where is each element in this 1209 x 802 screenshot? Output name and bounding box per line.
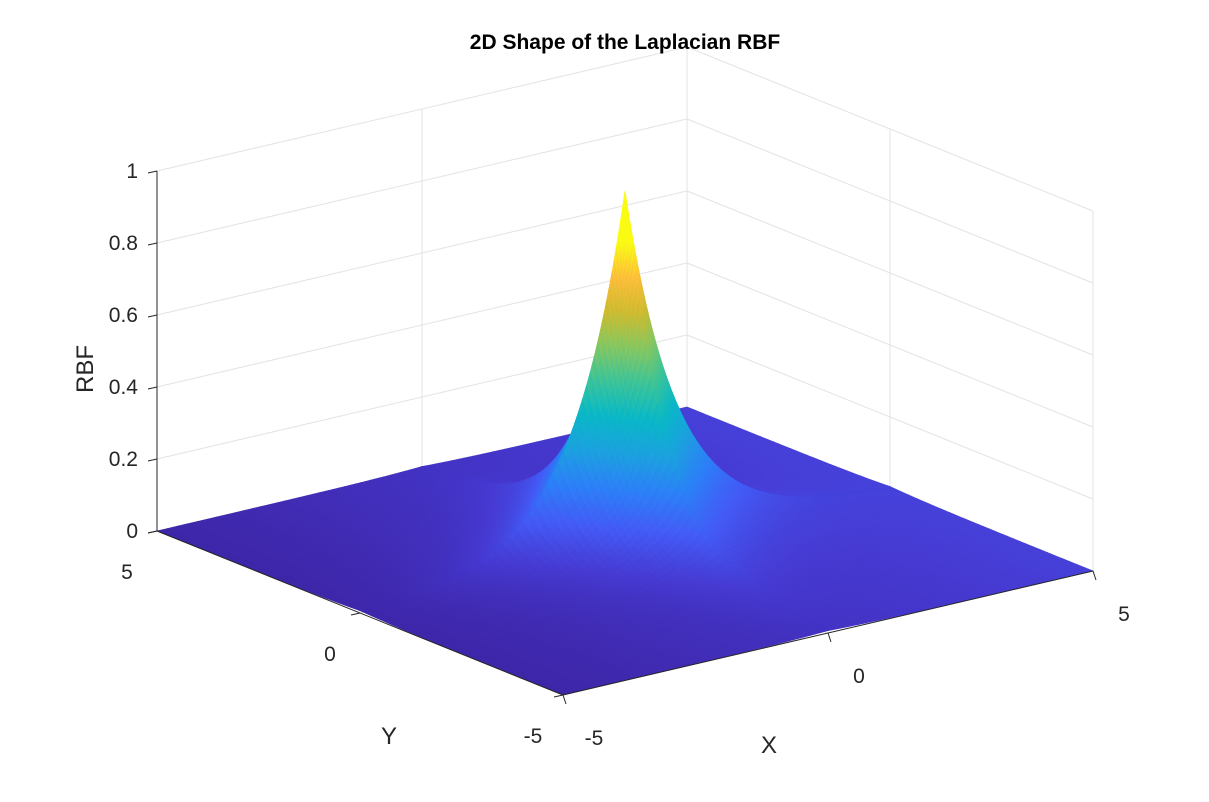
surface-plot xyxy=(156,190,1094,696)
